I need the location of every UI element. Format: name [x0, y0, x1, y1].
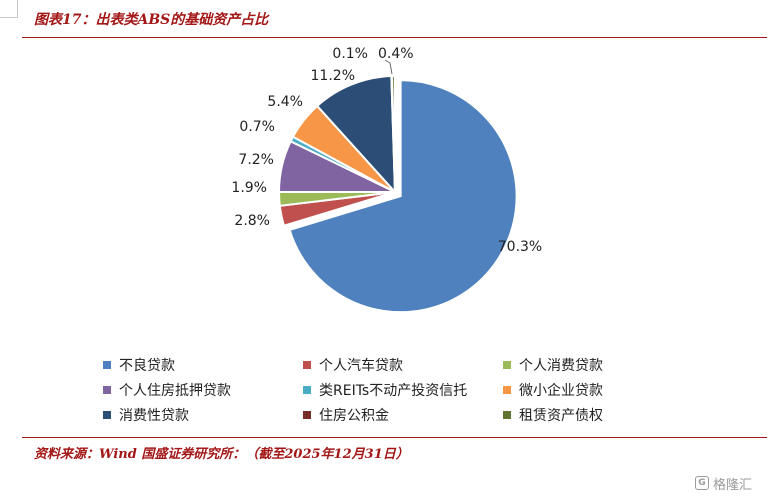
legend-swatch	[503, 385, 511, 394]
watermark-text: 格隆汇	[713, 477, 753, 493]
corner-mark	[0, 0, 18, 18]
data-label-5: 5.4%	[267, 94, 303, 110]
legend-item-7: 住房公积金	[303, 404, 503, 425]
pie-chart: 70.3% 2.8% 1.9% 7.2% 0.7% 5.4% 11.2% 0.1% 0.4%	[231, 46, 542, 314]
top-rule	[22, 37, 767, 38]
legend-label: 个人汽车贷款	[319, 357, 403, 374]
data-label-8: 0.4%	[378, 46, 414, 62]
data-label-1: 2.8%	[234, 213, 270, 229]
legend-swatch	[303, 410, 311, 419]
legend-label: 个人消费贷款	[519, 357, 603, 374]
legend-item-3: 个人住房抵押贷款	[103, 379, 303, 400]
legend-item-6: 消费性贷款	[103, 404, 303, 425]
legend-item-8: 租赁资产债权	[503, 404, 663, 425]
chart-title: 图表17：出表类ABS的基础资产占比	[34, 12, 269, 28]
slice-6-wedge	[315, 75, 397, 195]
legend-label: 个人住房抵押贷款	[119, 382, 231, 399]
watermark: G 格隆汇	[695, 474, 767, 493]
g-logo-icon: G	[695, 476, 709, 490]
legend-label: 不良贷款	[119, 357, 175, 374]
legend-label: 住房公积金	[319, 407, 389, 424]
slice-0-wedge	[288, 79, 518, 314]
bottom-rule	[22, 437, 767, 438]
legend-swatch	[103, 360, 111, 369]
data-label-6: 11.2%	[311, 68, 355, 84]
legend-item-4: 类REITs不动产投资信托	[303, 379, 503, 400]
legend-swatch	[503, 360, 511, 369]
source-note: 资料来源：Wind 国盛证券研究所：（截至2025年12月31日）	[34, 447, 409, 462]
legend-item-5: 微小企业贷款	[503, 379, 663, 400]
legend-swatch	[503, 410, 511, 419]
legend-swatch	[303, 385, 311, 394]
legend-swatch	[103, 410, 111, 419]
data-label-2: 1.9%	[231, 180, 267, 196]
data-label-0: 70.3%	[498, 239, 542, 255]
slice-8-wedge	[391, 74, 396, 193]
data-label-3: 7.2%	[238, 152, 274, 168]
data-label-7: 0.1%	[332, 46, 368, 62]
leader-line	[384, 59, 393, 75]
legend-swatch	[303, 360, 311, 369]
legend-item-1: 个人汽车贷款	[303, 354, 503, 375]
legend-label: 微小企业贷款	[519, 382, 603, 399]
legend-label: 消费性贷款	[119, 407, 189, 424]
data-label-4: 0.7%	[239, 119, 275, 135]
legend-item-0: 不良贷款	[103, 354, 303, 375]
legend-item-2: 个人消费贷款	[503, 354, 663, 375]
legend-swatch	[103, 385, 111, 394]
legend-label: 类REITs不动产投资信托	[319, 382, 468, 399]
chart-legend: 不良贷款 个人汽车贷款 个人消费贷款个人住房抵押贷款 类REITs不动产投资信托 微小企…	[103, 354, 663, 425]
legend-label: 租赁资产债权	[519, 407, 603, 424]
